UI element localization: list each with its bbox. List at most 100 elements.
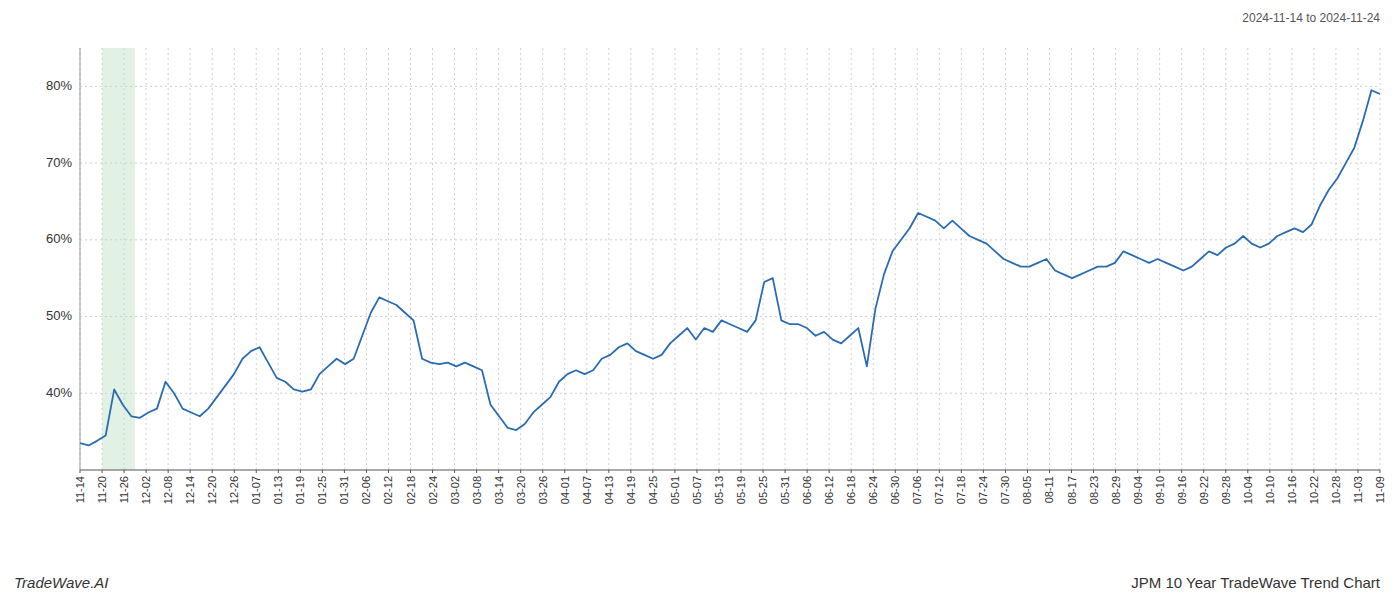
x-tick-label: 11-20: [96, 476, 108, 503]
grid-line-x: [564, 48, 565, 470]
x-tick: [983, 470, 984, 473]
x-tick: [674, 470, 675, 473]
x-tick: [146, 470, 147, 473]
x-tick-label: 07-30: [999, 476, 1011, 504]
x-tick-label: 06-12: [823, 476, 835, 504]
grid-line-x: [366, 48, 367, 470]
x-tick-label: 05-25: [757, 476, 769, 504]
grid-line-x: [278, 48, 279, 470]
grid-line-x: [895, 48, 896, 470]
x-tick: [917, 470, 918, 473]
x-tick: [1291, 470, 1292, 473]
grid-line-x: [1380, 48, 1381, 470]
x-tick-label: 03-02: [449, 476, 461, 504]
y-tick-label: 40%: [46, 385, 72, 400]
grid-line-x: [1093, 48, 1094, 470]
x-tick: [322, 470, 323, 473]
x-tick-label: 08-11: [1043, 476, 1055, 503]
band-group: [102, 48, 135, 470]
x-tick-label: 01-13: [272, 476, 284, 504]
x-tick: [696, 470, 697, 473]
grid-line-x: [939, 48, 940, 470]
x-tick: [234, 470, 235, 473]
grid-line-x: [652, 48, 653, 470]
x-tick-label: 03-26: [537, 476, 549, 504]
x-tick: [344, 470, 345, 473]
line-group: [80, 90, 1380, 445]
x-tick: [961, 470, 962, 473]
x-tick-label: 12-26: [228, 476, 240, 504]
x-tick: [124, 470, 125, 473]
x-tick: [1181, 470, 1182, 473]
grid-line-x: [498, 48, 499, 470]
grid-line-x: [961, 48, 962, 470]
x-tick-label: 07-18: [955, 476, 967, 504]
x-tick-label: 04-07: [581, 476, 593, 504]
x-tick-label: 08-29: [1110, 476, 1122, 504]
x-tick: [1159, 470, 1160, 473]
grid-line-x: [520, 48, 521, 470]
x-tick-label: 10-16: [1286, 476, 1298, 504]
x-tick-label: 04-19: [625, 476, 637, 504]
shaded-band: [102, 48, 135, 470]
x-tick-label: 01-07: [250, 476, 262, 504]
x-tick-label: 09-10: [1154, 476, 1166, 504]
x-tick: [630, 470, 631, 473]
x-tick: [1005, 470, 1006, 473]
x-tick-label: 03-14: [493, 476, 505, 504]
x-tick: [1071, 470, 1072, 473]
grid-line-x: [674, 48, 675, 470]
x-tick-label: 03-20: [515, 476, 527, 504]
title: JPM 10 Year TradeWave Trend Chart: [1131, 574, 1381, 591]
grid-line-x: [322, 48, 323, 470]
grid-line-x: [1115, 48, 1116, 470]
x-tick: [1027, 470, 1028, 473]
x-tick: [763, 470, 764, 473]
x-tick-label: 04-25: [647, 476, 659, 504]
x-tick-label: 01-19: [294, 476, 306, 504]
grid-line-x: [190, 48, 191, 470]
y-tick-label: 70%: [46, 155, 72, 170]
x-tick-label: 05-01: [669, 476, 681, 504]
x-tick: [1380, 470, 1381, 473]
x-tick-label: 02-24: [427, 476, 439, 504]
grid-line-x: [917, 48, 918, 470]
grid-line-x: [586, 48, 587, 470]
x-tick-label: 06-18: [845, 476, 857, 504]
x-tick: [829, 470, 830, 473]
x-axis-line: [80, 469, 1380, 470]
x-tick-label: 09-28: [1220, 476, 1232, 504]
x-tick: [586, 470, 587, 473]
grid-line-x: [1247, 48, 1248, 470]
x-tick-label: 11-03: [1352, 476, 1364, 503]
grid-line-x: [168, 48, 169, 470]
grid-line-x: [1313, 48, 1314, 470]
x-tick: [1049, 470, 1050, 473]
x-tick: [432, 470, 433, 473]
grid-line-x: [1027, 48, 1028, 470]
x-tick-label: 11-09: [1374, 476, 1386, 503]
x-tick: [807, 470, 808, 473]
x-tick: [785, 470, 786, 473]
x-tick: [1247, 470, 1248, 473]
x-tick-label: 05-13: [713, 476, 725, 504]
grid-line-x: [212, 48, 213, 470]
x-tick: [1115, 470, 1116, 473]
x-tick: [1203, 470, 1204, 473]
x-tick-label: 08-23: [1088, 476, 1100, 504]
background: [0, 0, 1400, 600]
x-tick: [873, 470, 874, 473]
x-tick-label: 07-24: [977, 476, 989, 504]
x-tick: [939, 470, 940, 473]
x-tick-label: 07-12: [933, 476, 945, 504]
grid-line-x: [542, 48, 543, 470]
grid-line-x: [344, 48, 345, 470]
grid-line-x: [1335, 48, 1336, 470]
grid-line-x: [388, 48, 389, 470]
x-tick-label: 02-06: [360, 476, 372, 504]
grid-line-x: [1071, 48, 1072, 470]
x-tick-label: 08-05: [1021, 476, 1033, 504]
x-tick: [1225, 470, 1226, 473]
x-tick: [410, 470, 411, 473]
x-tick: [80, 470, 81, 473]
